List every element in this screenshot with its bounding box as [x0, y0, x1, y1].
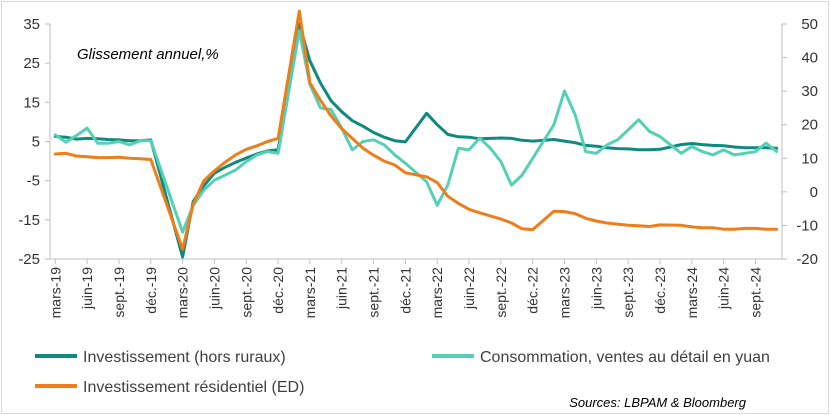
y-right-tick-label: -10 [796, 217, 818, 234]
y-left-tick-label: 25 [23, 55, 40, 72]
x-tick-label: déc.-23 [652, 267, 668, 314]
legend: Investissement (hors ruraux) Consommation… [35, 349, 770, 396]
y-left-tick-label: -15 [18, 212, 40, 229]
x-tick-label: mars-21 [302, 267, 318, 319]
x-tick-label: sept.-24 [747, 267, 763, 318]
y-right-tick-label: 40 [801, 50, 818, 67]
x-tick-label: sept.-22 [493, 267, 509, 318]
x-tick-label: mars-22 [429, 267, 445, 319]
x-tick-label: mars-20 [175, 267, 191, 319]
x-tick-label: mars-23 [557, 267, 573, 319]
legend-label-2: Consommation, ventes au détail en yuan [480, 349, 770, 366]
x-tick-label: déc.-20 [270, 267, 286, 314]
legend-label-1: Investissement (hors ruraux) [83, 349, 286, 366]
chart-annotation: Glissement annuel,% [77, 46, 219, 63]
y-left-tick-label: 5 [32, 134, 40, 151]
x-tick-label: sept.-20 [238, 267, 254, 318]
legend-label-3: Investissement résidentiel (ED) [83, 379, 304, 396]
source-note: Sources: LBPAM & Bloomberg [569, 395, 747, 410]
x-tick-label: déc.-21 [397, 267, 413, 314]
y-axis-left-ticks: 35 25 15 5 -5 -15 -25 [18, 16, 50, 268]
x-tick-label: juin-24 [716, 267, 732, 310]
series-line-3 [53, 9, 779, 251]
y-right-tick-label: -20 [796, 251, 818, 268]
x-tick-label: juin-21 [334, 267, 350, 310]
x-tick-label: juin-19 [79, 267, 95, 310]
y-right-tick-label: 30 [801, 83, 818, 100]
x-axis-ticks: mars-19 juin-19 sept.-19 déc.-19 mars-20 juin… [47, 259, 763, 318]
y-right-tick-label: 20 [801, 117, 818, 134]
x-tick-label: juin-23 [588, 267, 604, 310]
y-right-tick-label: 10 [801, 150, 818, 167]
x-tick-label: mars-19 [47, 267, 63, 319]
y-right-tick-label: 0 [810, 184, 818, 201]
x-tick-label: déc.-19 [143, 267, 159, 314]
y-left-tick-label: 15 [23, 94, 40, 111]
x-tick-label: déc.-22 [525, 267, 541, 314]
x-tick-label: mars-24 [684, 267, 700, 319]
x-tick-label: juin-20 [206, 267, 222, 310]
y-right-tick-label: 50 [801, 16, 818, 33]
y-left-tick-label: 35 [23, 16, 40, 33]
y-left-tick-label: -5 [27, 173, 40, 190]
x-tick-label: sept.-23 [620, 267, 636, 318]
y-left-tick-label: -25 [18, 251, 40, 268]
y-axis-right-ticks: 50 40 30 20 10 0 -10 -20 [782, 16, 818, 268]
x-tick-label: sept.-21 [366, 267, 382, 318]
x-tick-label: juin-22 [461, 267, 477, 310]
series-line-2 [53, 29, 779, 234]
series-lines [53, 9, 779, 259]
x-tick-label: sept.-19 [111, 267, 127, 318]
